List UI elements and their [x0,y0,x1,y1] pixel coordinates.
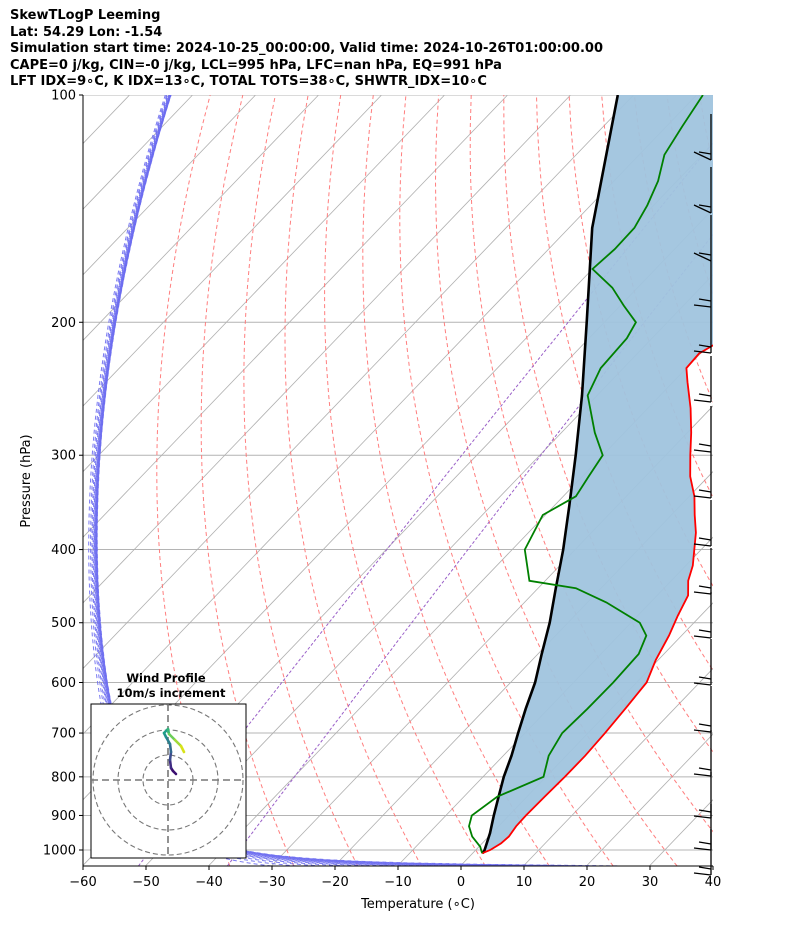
wind-barbs [693,114,712,876]
chart-header: SkewTLogP Leeming Lat: 54.29 Lon: -1.54 … [10,8,603,91]
x-tick-label: 20 [579,875,596,890]
wind-barb [693,829,712,876]
y-tick-label: 700 [51,727,76,742]
hodograph-segment [168,750,173,762]
x-tick-label: −50 [132,875,159,890]
x-tick-label: −40 [195,875,222,890]
y-tick-label: 400 [51,543,76,558]
y-tick-label: 900 [51,809,76,824]
moist-adiabat [96,95,625,866]
y-tick-label: 1000 [43,844,76,859]
isotherm-line [145,274,713,866]
wind-barb [693,452,712,499]
isotherm-line [83,95,634,670]
y-tick-label: 800 [51,770,76,785]
wind-profile-inset: Wind Profile 10m/s increment [90,671,247,859]
x-tick-label: 10 [516,875,533,890]
y-axis-label: Pressure (hPa) [19,434,34,527]
hodograph-segment [173,738,183,748]
wind-barb [693,406,712,453]
title-line-1: SkewTLogP Leeming [10,8,161,23]
wind-barb [693,356,712,403]
isotherm-line [712,864,713,866]
isotherm-line [83,95,445,473]
wind-barb [693,307,712,354]
wind-barb [693,114,712,161]
y-tick-label: 300 [51,449,76,464]
temperature-line [481,344,713,855]
mixing-ratio-line [226,233,713,866]
x-tick-label: 40 [705,875,722,890]
inset-title: Wind Profile [126,671,206,685]
title-line-3: Simulation start time: 2024-10-25_00:00:… [10,41,603,56]
wind-barb [693,639,712,686]
wind-barb [693,686,712,733]
wind-barb [693,730,712,777]
dry-adiabat [536,95,713,672]
hodograph-segment [179,744,186,754]
wind-barb [693,261,712,308]
y-tick-label: 500 [51,616,76,631]
hodograph-segment [168,742,173,754]
x-tick-label: 0 [457,875,465,890]
dry-adiabat [324,95,486,866]
plot-axes: −60 −50 −40 −30 −20 −10 0 10 20 30 40 1000 900 800 700… [43,89,721,891]
sounding-lines [468,95,713,855]
isotherm-line [83,95,382,407]
title-line-2: Lat: 54.29 Lon: -1.54 [10,24,163,40]
wind-barb [693,167,712,214]
y-tick-label: 200 [51,316,76,331]
dewpoint-line [468,95,704,854]
title-line-4: CAPE=0 j/kg, CIN=-0 j/kg, LCL=995 hPa, L… [10,57,502,73]
isotherm-line [83,95,571,604]
y-tick-label: 600 [51,676,76,691]
isotherm-line [523,667,713,866]
x-tick-label: −30 [258,875,285,890]
inset-subtitle: 10m/s increment [117,686,226,700]
dry-adiabat [399,95,614,866]
dry-adiabat [765,95,794,866]
dry-adiabat [732,95,794,866]
isotherm-line [83,95,256,276]
isotherm-line [586,733,713,866]
hodograph-segment [168,758,173,770]
isotherm-line [83,95,319,341]
cin-cape-shade [482,95,713,854]
wind-barb [693,500,712,547]
x-tick-label: −20 [321,875,348,890]
dry-adiabat [200,95,295,866]
wind-barb [693,772,712,819]
hodograph-segment [164,735,172,746]
x-tick-label: −10 [384,875,411,890]
y-tick-label: 100 [51,89,76,104]
isotherm-line [83,95,508,538]
isotherm-line [83,95,697,735]
dry-adiabat [699,95,713,167]
dry-adiabat [503,95,713,753]
parcel-line [481,95,620,854]
wind-barb [693,548,712,595]
dry-adiabat [284,95,423,866]
wind-barb [693,215,712,262]
wind-barb [693,592,712,639]
x-tick-label: 30 [642,875,659,890]
x-axis-label: Temperature (∘C) [360,897,475,912]
x-tick-label: −60 [69,875,96,890]
title-line-5: LFT IDX=9∘C, K IDX=13∘C, TOTAL TOTS=38∘C… [10,74,487,89]
moist-adiabat [92,95,348,866]
hodograph-segment [167,732,177,742]
dry-adiabat [243,95,359,866]
